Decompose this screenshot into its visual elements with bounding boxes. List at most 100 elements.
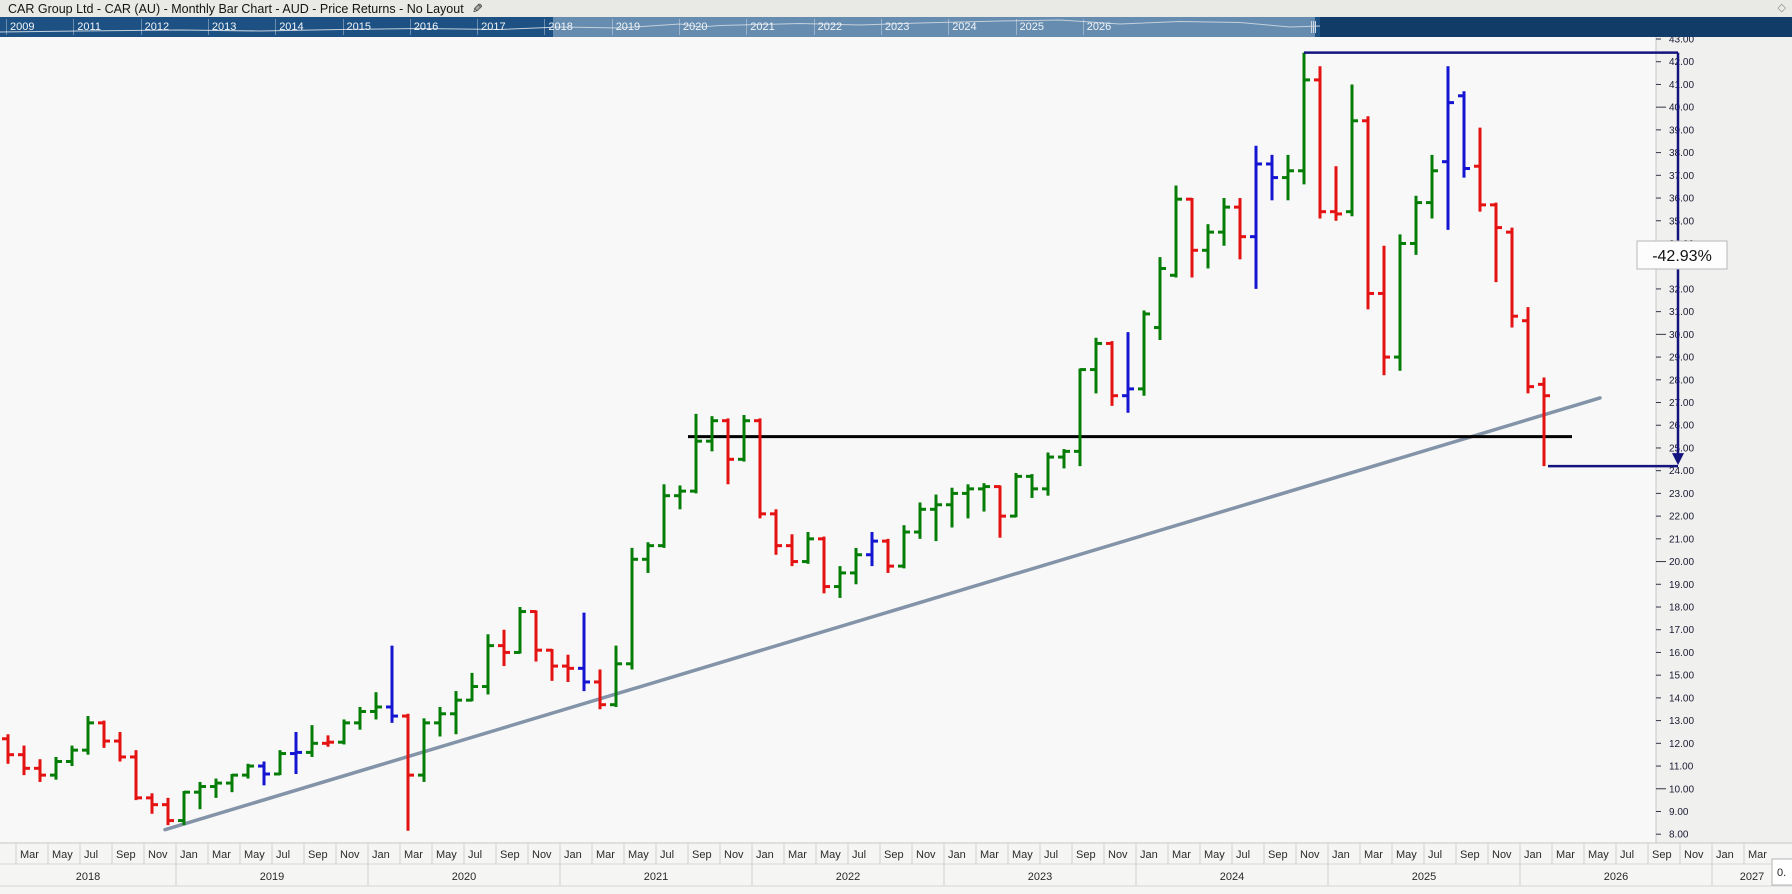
ohlc-bar-2025-12[interactable] [1506, 227, 1518, 328]
ohlc-bar-2020-09[interactable] [498, 629, 510, 667]
ohlc-bar-2022-09[interactable] [882, 538, 894, 573]
ohlc-bar-2024-05[interactable] [1202, 224, 1214, 269]
ohlc-bar-2018-06[interactable] [66, 745, 78, 767]
trendline[interactable] [163, 396, 1602, 832]
ohlc-bar-2022-04[interactable] [802, 532, 814, 564]
ohlc-bar-2020-05[interactable] [434, 706, 446, 737]
ohlc-bar-2025-08[interactable] [1442, 66, 1454, 230]
ohlc-bar-2022-01[interactable] [754, 418, 766, 519]
diamond-icon[interactable]: ◇ [1777, 2, 1786, 14]
ohlc-bar-2023-04[interactable] [994, 485, 1006, 538]
ohlc-bar-2021-01[interactable] [562, 654, 574, 682]
ohlc-bar-2024-02[interactable] [1154, 257, 1166, 341]
timeline-year-2013[interactable]: 2013 [207, 19, 236, 35]
ohlc-bar-2022-11[interactable] [914, 502, 926, 539]
ohlc-bar-2019-02[interactable] [194, 781, 206, 810]
ohlc-bar-2024-08[interactable] [1250, 145, 1262, 289]
ohlc-bar-2023-06[interactable] [1026, 474, 1038, 498]
ohlc-bar-2021-05[interactable] [626, 547, 638, 670]
ohlc-bar-2020-07[interactable] [466, 672, 478, 702]
ohlc-bar-2026-01[interactable] [1522, 307, 1534, 394]
ohlc-bar-2020-11[interactable] [530, 610, 542, 662]
ohlc-bar-2019-08[interactable] [290, 731, 302, 774]
timeline-drag-handle[interactable] [1311, 21, 1320, 33]
ohlc-bar-2018-02[interactable] [2, 734, 14, 764]
ohlc-bar-2019-07[interactable] [274, 750, 286, 776]
ohlc-bar-2024-09[interactable] [1266, 154, 1278, 201]
ohlc-bar-2020-10[interactable] [514, 607, 526, 654]
ohlc-bar-2023-03[interactable] [978, 483, 990, 512]
measurement-label-box[interactable] [1636, 240, 1728, 270]
ohlc-bar-2018-11[interactable] [146, 793, 158, 814]
ohlc-bar-2020-02[interactable] [386, 645, 398, 723]
ohlc-bar-2020-06[interactable] [450, 691, 462, 735]
ohlc-bar-2018-10[interactable] [130, 750, 142, 801]
ohlc-bar-2018-04[interactable] [34, 759, 46, 782]
ohlc-bar-2019-01[interactable] [178, 790, 190, 826]
ohlc-bar-2024-06[interactable] [1218, 198, 1230, 246]
timeline-year-2025[interactable]: 2025 [1015, 19, 1044, 35]
timeline-year-2015[interactable]: 2015 [342, 19, 371, 35]
ohlc-bar-2025-10[interactable] [1474, 127, 1486, 212]
ohlc-bar-2022-12[interactable] [930, 494, 942, 542]
ohlc-bar-2021-06[interactable] [642, 542, 654, 573]
ohlc-bar-2018-05[interactable] [50, 756, 62, 780]
ohlc-bar-2024-11[interactable] [1298, 52, 1310, 185]
ohlc-bar-2021-04[interactable] [610, 645, 622, 707]
ohlc-bar-2025-01[interactable] [1330, 166, 1342, 221]
ohlc-bar-2023-09[interactable] [1074, 368, 1086, 467]
ohlc-bar-2020-12[interactable] [546, 648, 558, 681]
timeline-year-2011[interactable]: 2011 [73, 19, 101, 35]
timeline-year-2018[interactable]: 2018 [544, 19, 573, 35]
timeline-year-2012[interactable]: 2012 [140, 19, 169, 35]
timeline-year-2023[interactable]: 2023 [880, 19, 909, 35]
timeline-year-2016[interactable]: 2016 [409, 19, 438, 35]
ohlc-bar-2026-02[interactable] [1538, 377, 1550, 467]
ohlc-bar-2025-09[interactable] [1458, 91, 1470, 178]
ohlc-bar-2024-01[interactable] [1138, 310, 1150, 396]
ohlc-bar-2024-10[interactable] [1282, 154, 1294, 201]
edit-pencil-icon[interactable]: ✎ [471, 0, 483, 16]
ohlc-bar-2021-07[interactable] [658, 484, 670, 548]
ohlc-bar-2019-05[interactable] [242, 763, 254, 779]
ohlc-bar-2018-08[interactable] [98, 720, 110, 748]
ohlc-bar-2025-05[interactable] [1394, 234, 1406, 371]
ohlc-bar-2019-06[interactable] [258, 761, 270, 786]
ohlc-bar-2019-09[interactable] [306, 725, 318, 757]
ohlc-bar-2021-02[interactable] [578, 612, 590, 692]
ohlc-bar-2019-11[interactable] [338, 719, 350, 745]
ohlc-bar-2021-03[interactable] [594, 669, 606, 710]
ohlc-bar-2023-12[interactable] [1122, 332, 1134, 413]
ohlc-bar-2025-11[interactable] [1490, 202, 1502, 283]
timeline-year-2020[interactable]: 2020 [679, 19, 707, 35]
ohlc-bar-2021-08[interactable] [674, 485, 686, 510]
ohlc-bar-2021-09[interactable] [690, 413, 702, 494]
ohlc-bar-2023-08[interactable] [1058, 449, 1070, 469]
ohlc-bar-2022-07[interactable] [850, 547, 862, 585]
ohlc-bar-2022-03[interactable] [786, 534, 798, 567]
ohlc-bar-2022-10[interactable] [898, 525, 910, 569]
ohlc-bar-2020-01[interactable] [370, 692, 382, 720]
ohlc-bar-2019-12[interactable] [354, 706, 366, 730]
ohlc-bar-2018-12[interactable] [162, 797, 174, 826]
timeline-selection[interactable] [553, 17, 1315, 37]
ohlc-bar-2021-11[interactable] [722, 418, 734, 485]
scale-status-box[interactable] [1771, 858, 1792, 886]
ohlc-bar-2023-11[interactable] [1106, 341, 1118, 406]
ohlc-bar-2022-08[interactable] [866, 532, 878, 567]
ohlc-bar-2022-02[interactable] [770, 509, 782, 555]
timeline-year-2019[interactable]: 2019 [611, 19, 640, 35]
ohlc-bar-2023-02[interactable] [962, 484, 974, 519]
ohlc-bar-2018-07[interactable] [82, 716, 94, 755]
ohlc-bar-2018-03[interactable] [18, 745, 30, 776]
timeline-year-2026[interactable]: 2026 [1082, 19, 1111, 35]
ohlc-bar-2020-03[interactable] [402, 713, 414, 831]
ohlc-bar-2022-06[interactable] [834, 566, 846, 598]
timeline-scrollbar[interactable]: 2009 2011 2012 2013 2014 2015 2016 2017 2018 2019… [0, 17, 1792, 37]
timeline-year-2022[interactable]: 2022 [813, 19, 842, 35]
timeline-year-2009[interactable]: 2009 [6, 19, 34, 35]
ohlc-bar-2019-03[interactable] [210, 778, 222, 798]
ohlc-bar-2021-12[interactable] [738, 415, 750, 462]
ohlc-bar-2025-06[interactable] [1410, 195, 1422, 255]
ohlc-bar-2021-10[interactable] [706, 416, 718, 452]
